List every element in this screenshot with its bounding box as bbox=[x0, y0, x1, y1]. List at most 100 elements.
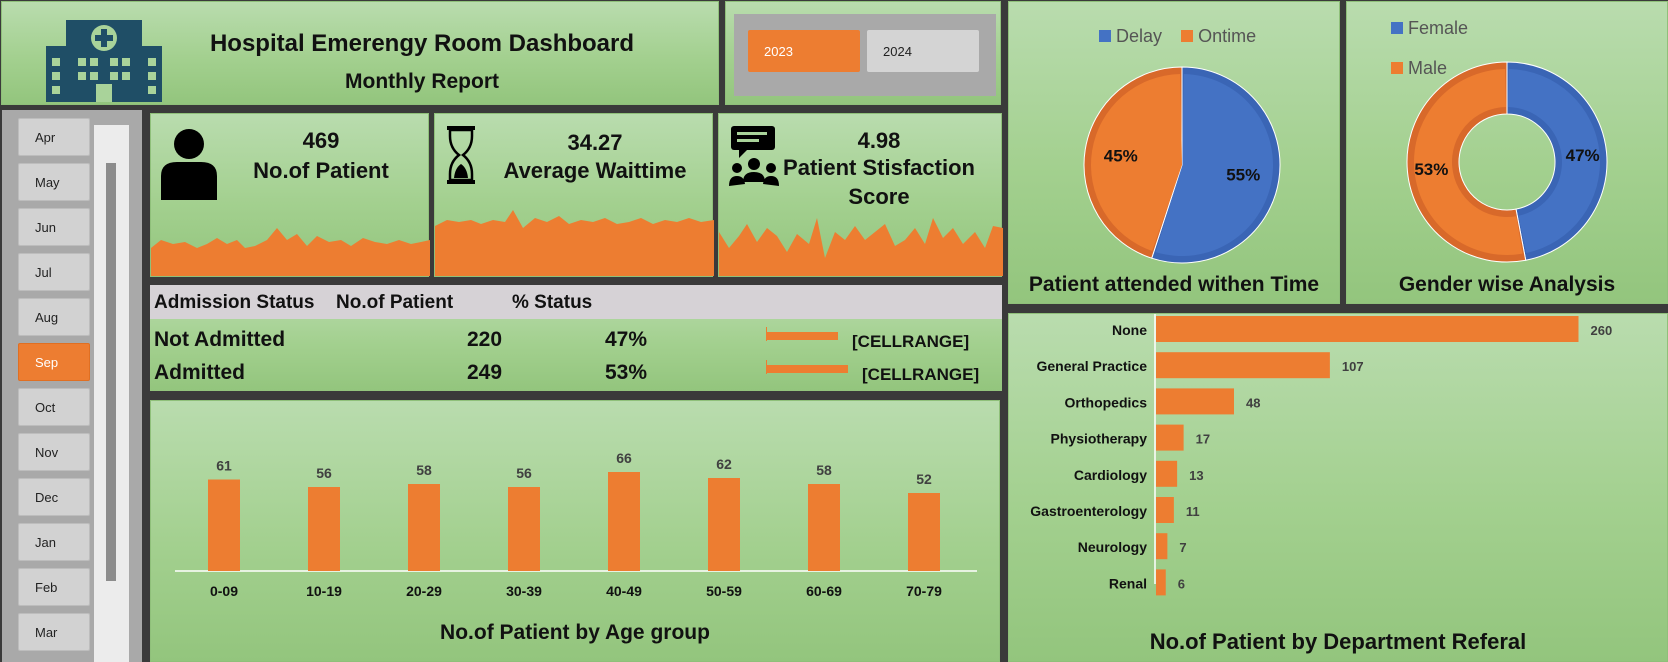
timely-slice-label: 55% bbox=[1226, 166, 1260, 185]
kpi-wait-label: Average Waittime bbox=[503, 158, 687, 183]
gender-legend-female: Female bbox=[1391, 18, 1468, 39]
age-category-label: 40-49 bbox=[606, 583, 642, 599]
age-bar bbox=[808, 484, 840, 571]
age-bar-label: 56 bbox=[516, 465, 532, 481]
age-bar-label: 56 bbox=[316, 465, 332, 481]
kpi-satisfaction-label: Patient Stisfaction bbox=[783, 155, 975, 180]
month-button-jul[interactable]: Jul bbox=[18, 253, 90, 291]
month-button-jan[interactable]: Jan bbox=[18, 523, 90, 561]
gender-slice-inner bbox=[1508, 69, 1600, 253]
group-chat-icon bbox=[729, 126, 779, 186]
kpi-satisfaction-sparkline bbox=[719, 218, 1003, 276]
department-chart: 260 None 107 General Practice 48 Orthopedics 1… bbox=[1030, 314, 1613, 596]
legend-delay-swatch bbox=[1099, 30, 1111, 42]
age-bar bbox=[908, 493, 940, 571]
department-chart-title: No.of Patient by Department Referal bbox=[1149, 629, 1527, 654]
header-admission-status: Admission Status bbox=[154, 292, 315, 313]
age-bar bbox=[308, 487, 340, 571]
age-bar bbox=[408, 484, 440, 571]
age-bar bbox=[208, 479, 240, 571]
dept-category-label: Renal bbox=[1109, 575, 1147, 591]
age-category-label: 70-79 bbox=[906, 583, 942, 599]
age-chart-title: No.of Patient by Age group bbox=[440, 621, 710, 644]
age-bar-label: 61 bbox=[216, 458, 232, 474]
kpi-wait-sparkline bbox=[435, 210, 714, 276]
age-category-label: 20-29 bbox=[406, 583, 442, 599]
month-slicer: Apr May Jun Jul Aug Sep Oct Nov Dec Jan Feb Mar bbox=[2, 110, 142, 662]
gender-donut-chart: 47% 53% bbox=[1406, 61, 1608, 263]
admission-table-header-bg bbox=[150, 285, 1002, 319]
dept-category-label: General Practice bbox=[1036, 358, 1147, 374]
month-button-feb[interactable]: Feb bbox=[18, 568, 90, 606]
legend-male-label: Male bbox=[1408, 58, 1448, 78]
timely-chart-title: Patient attended withen Time bbox=[1028, 273, 1320, 296]
row-bar-admitted bbox=[766, 360, 767, 374]
month-button-may[interactable]: May bbox=[18, 163, 90, 201]
legend-male-swatch bbox=[1391, 62, 1403, 74]
gender-legend-male: Male bbox=[1391, 58, 1447, 79]
dept-bar bbox=[1156, 497, 1174, 523]
timely-pie-panel: Delay Ontime 55% 45% Patient attended wit… bbox=[1008, 1, 1340, 304]
dept-category-label: Gastroenterology bbox=[1030, 503, 1147, 519]
gender-slice-label: 53% bbox=[1414, 160, 1448, 179]
kpi-patients-label: No.of Patient bbox=[253, 158, 389, 183]
dashboard-subtitle: Monthly Report bbox=[345, 70, 499, 93]
year-button-2023[interactable]: 2023 bbox=[748, 30, 860, 72]
row-count-admitted: 249 bbox=[467, 361, 503, 384]
age-bar-label: 62 bbox=[716, 456, 732, 472]
age-bar-label: 52 bbox=[916, 471, 932, 487]
row-pct-admitted: 53% bbox=[605, 361, 648, 384]
row-status-not-admitted: Not Admitted bbox=[154, 328, 286, 351]
gender-chart-title: Gender wise Analysis bbox=[1398, 273, 1616, 296]
admission-table: Admission Status No.of Patient % Status … bbox=[150, 285, 1002, 391]
hourglass-icon bbox=[447, 126, 475, 184]
person-icon bbox=[161, 129, 217, 200]
kpi-wait-value: 34.27 bbox=[567, 130, 623, 155]
timely-slice-inner bbox=[1155, 74, 1273, 257]
timely-pie-chart: 55% 45% bbox=[1083, 66, 1281, 264]
header-pct-status: % Status bbox=[512, 292, 593, 313]
month-button-sep[interactable]: Sep bbox=[18, 343, 90, 381]
year-button-2024[interactable]: 2024 bbox=[867, 30, 979, 72]
dept-category-label: Neurology bbox=[1078, 539, 1147, 555]
month-button-nov[interactable]: Nov bbox=[18, 433, 90, 471]
age-category-label: 10-19 bbox=[306, 583, 342, 599]
month-button-aug[interactable]: Aug bbox=[18, 298, 90, 336]
month-button-jun[interactable]: Jun bbox=[18, 208, 90, 246]
timely-legend: Delay Ontime bbox=[1099, 26, 1256, 47]
month-button-dec[interactable]: Dec bbox=[18, 478, 90, 516]
age-group-chart: 61 0-09 56 10-19 58 20-29 56 30-39 66 40-49 62 50-5… bbox=[175, 450, 977, 599]
dept-bar bbox=[1156, 533, 1168, 560]
dept-bar-label: 11 bbox=[1186, 504, 1200, 519]
age-bar-label: 66 bbox=[616, 450, 632, 466]
kpi-satisfaction-label-line2: Score bbox=[848, 184, 910, 209]
age-bar bbox=[508, 487, 540, 571]
kpi-satisfaction-card: 4.98 Patient Stisfaction Score bbox=[718, 113, 1003, 277]
dept-bar bbox=[1156, 388, 1234, 415]
dept-bar-label: 260 bbox=[1591, 323, 1613, 338]
gender-slice-label: 47% bbox=[1566, 146, 1600, 165]
dept-bar bbox=[1156, 316, 1579, 342]
row-count-not-admitted: 220 bbox=[467, 328, 503, 351]
age-chart-panel: 61 0-09 56 10-19 58 20-29 56 30-39 66 40-49 62 50-5… bbox=[150, 400, 1000, 662]
dept-category-label: Physiotherapy bbox=[1051, 431, 1148, 447]
dept-category-label: Cardiology bbox=[1074, 467, 1147, 483]
dashboard-title: Hospital Emerengy Room Dashboard bbox=[209, 30, 635, 57]
slicer-scrollbar[interactable] bbox=[94, 125, 129, 662]
row-status-admitted: Admitted bbox=[154, 361, 245, 384]
age-bar-label: 58 bbox=[816, 462, 832, 478]
department-chart-panel: 260 None 107 General Practice 48 Orthopedics 1… bbox=[1008, 313, 1668, 662]
month-button-apr[interactable]: Apr bbox=[18, 118, 90, 156]
hospital-icon bbox=[46, 20, 162, 102]
scrollbar-thumb[interactable] bbox=[106, 163, 116, 581]
legend-ontime-swatch bbox=[1181, 30, 1194, 42]
month-button-mar[interactable]: Mar bbox=[18, 613, 90, 651]
kpi-satisfaction-value: 4.98 bbox=[857, 128, 901, 153]
month-button-oct[interactable]: Oct bbox=[18, 388, 90, 426]
dept-bar-label: 6 bbox=[1178, 576, 1185, 591]
row-label-admitted: [CELLRANGE] bbox=[862, 365, 980, 384]
year-slicer-panel: 2023 2024 bbox=[725, 1, 1001, 105]
timely-slice-inner bbox=[1091, 74, 1182, 251]
kpi-wait-card: 34.27 Average Waittime bbox=[434, 113, 714, 277]
legend-female-swatch bbox=[1391, 22, 1403, 34]
